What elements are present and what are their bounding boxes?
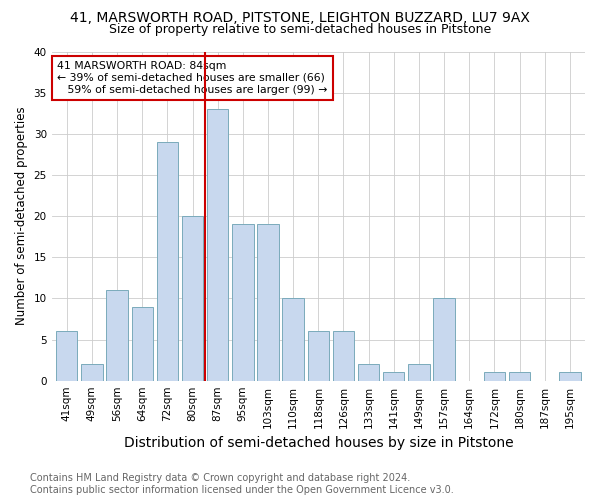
Bar	[509, 372, 530, 380]
Bar	[358, 364, 379, 380]
Bar	[559, 372, 581, 380]
Bar	[232, 224, 254, 380]
Bar	[106, 290, 128, 380]
Text: Contains HM Land Registry data © Crown copyright and database right 2024.
Contai: Contains HM Land Registry data © Crown c…	[30, 474, 454, 495]
Text: 41, MARSWORTH ROAD, PITSTONE, LEIGHTON BUZZARD, LU7 9AX: 41, MARSWORTH ROAD, PITSTONE, LEIGHTON B…	[70, 11, 530, 25]
Bar	[207, 109, 229, 380]
Bar	[131, 306, 153, 380]
Bar	[408, 364, 430, 380]
Bar	[81, 364, 103, 380]
Bar	[383, 372, 404, 380]
Bar	[433, 298, 455, 380]
Bar	[56, 332, 77, 380]
Bar	[157, 142, 178, 380]
Bar	[333, 332, 354, 380]
Bar	[308, 332, 329, 380]
Bar	[283, 298, 304, 380]
Bar	[182, 216, 203, 380]
Y-axis label: Number of semi-detached properties: Number of semi-detached properties	[15, 107, 28, 326]
Bar	[484, 372, 505, 380]
Text: 41 MARSWORTH ROAD: 84sqm
← 39% of semi-detached houses are smaller (66)
   59% o: 41 MARSWORTH ROAD: 84sqm ← 39% of semi-d…	[57, 62, 328, 94]
X-axis label: Distribution of semi-detached houses by size in Pitstone: Distribution of semi-detached houses by …	[124, 436, 513, 450]
Text: Size of property relative to semi-detached houses in Pitstone: Size of property relative to semi-detach…	[109, 22, 491, 36]
Bar	[257, 224, 279, 380]
